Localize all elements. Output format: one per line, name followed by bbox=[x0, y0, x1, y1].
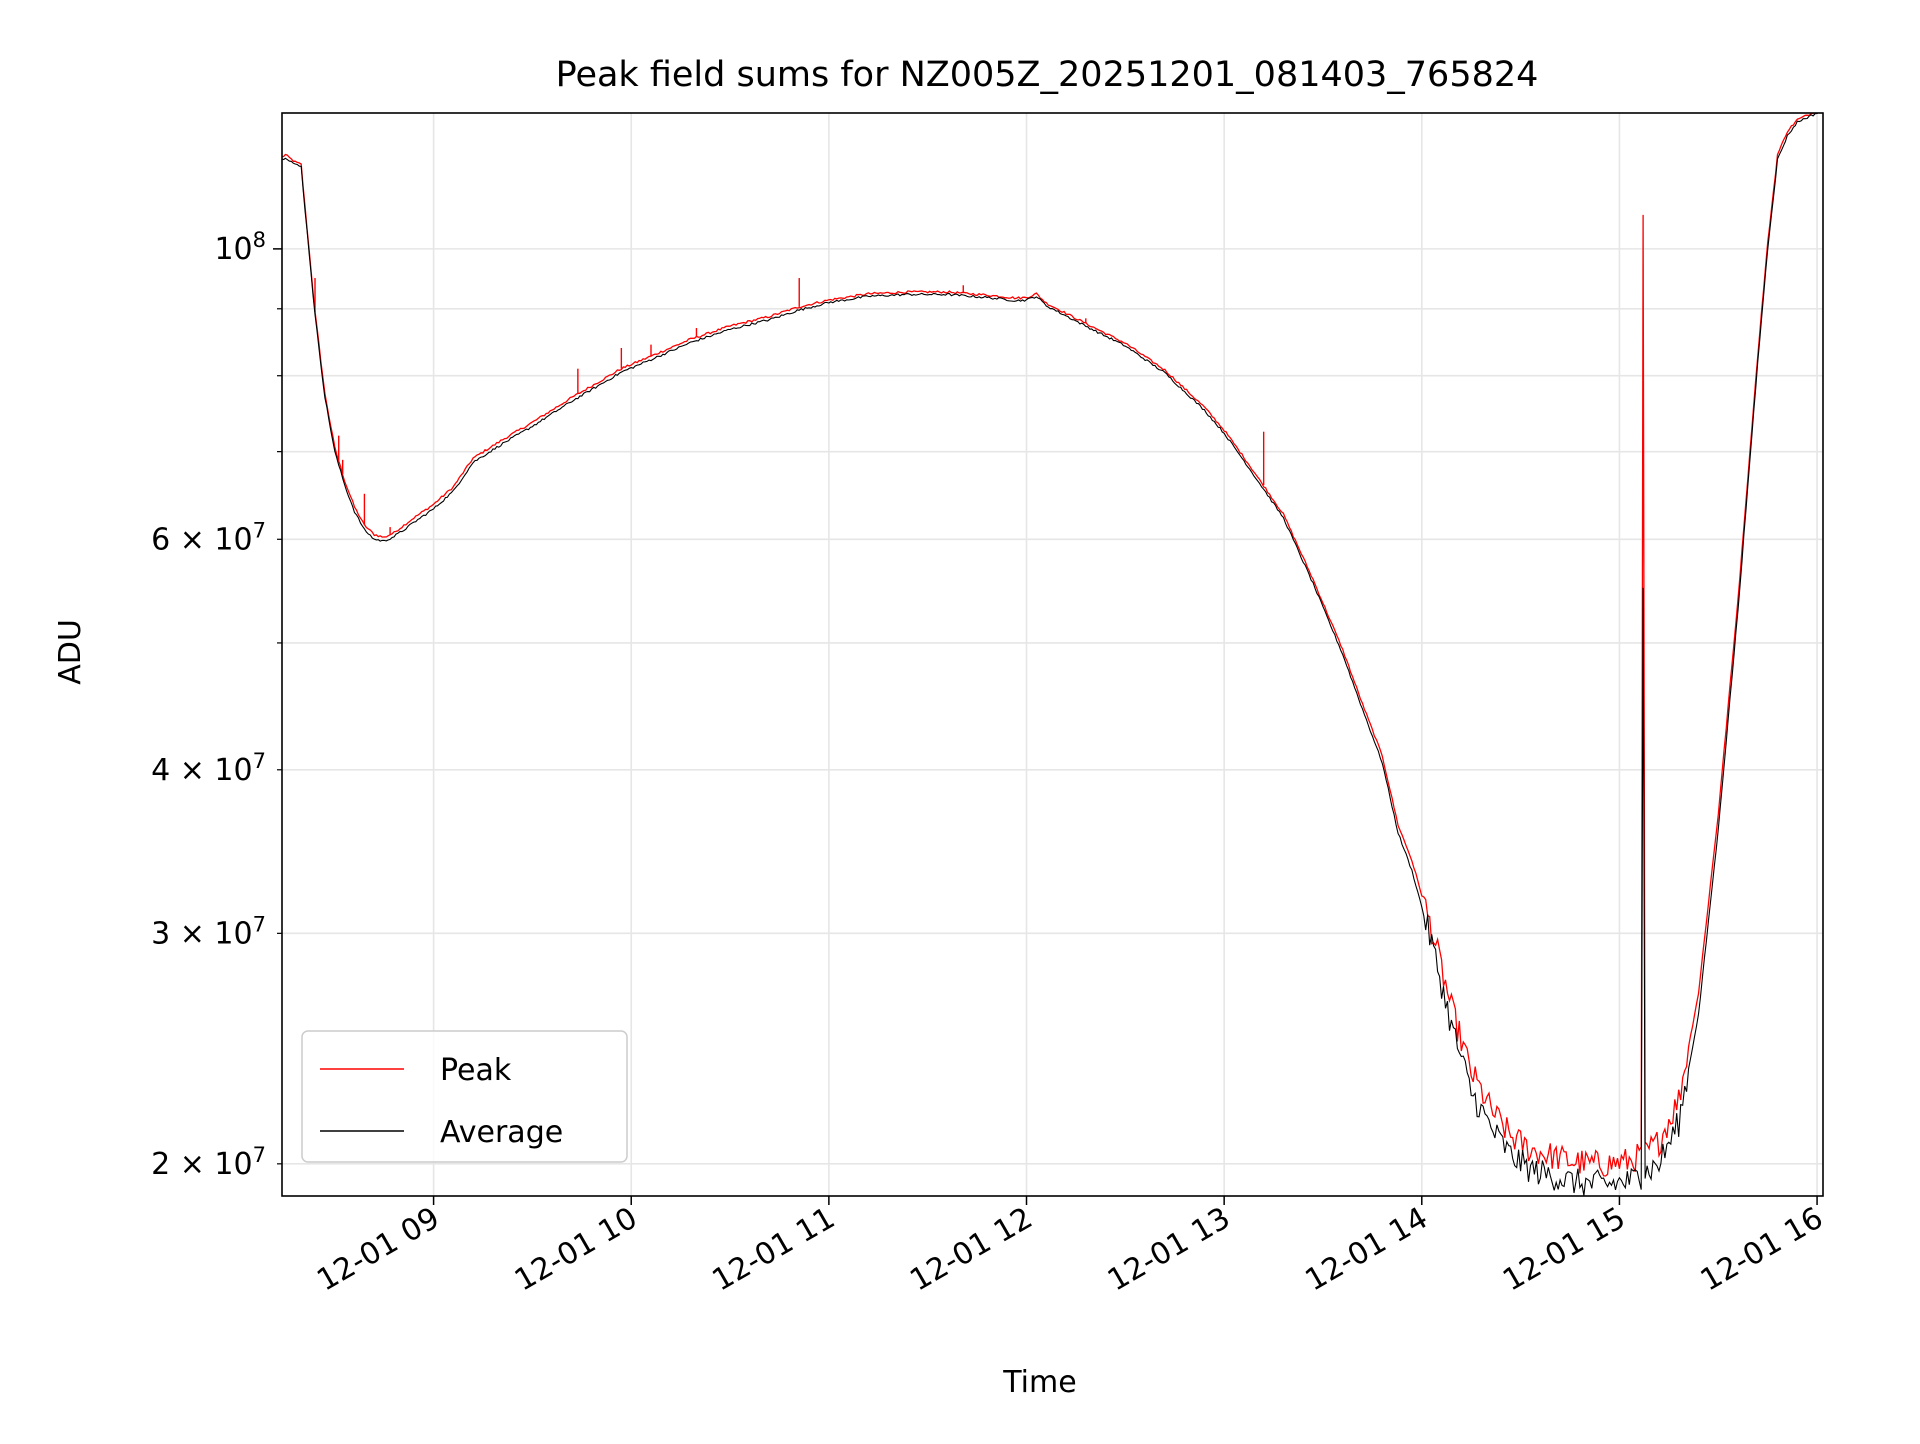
legend-label-average: Average bbox=[440, 1115, 563, 1150]
chart-title: Peak field sums for NZ005Z_20251201_0814… bbox=[556, 55, 1539, 95]
plot-frame bbox=[281, 112, 1824, 1197]
y-tick-label: 108 bbox=[214, 228, 266, 267]
series-line-average bbox=[282, 113, 1819, 1196]
legend: Peak Average bbox=[301, 1030, 628, 1163]
y-axis-label: ADU bbox=[53, 619, 88, 685]
x-axis-label: Time bbox=[1002, 1365, 1076, 1400]
legend-label-peak: Peak bbox=[440, 1053, 512, 1088]
y-tick-label: 2 × 107 bbox=[151, 1143, 266, 1182]
y-tick-label: 3 × 107 bbox=[151, 912, 266, 951]
series-line-peak bbox=[282, 113, 1817, 1177]
y-tick-label: 6 × 107 bbox=[151, 518, 266, 557]
y-tick-label: 4 × 107 bbox=[151, 749, 266, 788]
series-layer bbox=[282, 113, 1819, 1196]
legend-box bbox=[301, 1030, 628, 1163]
